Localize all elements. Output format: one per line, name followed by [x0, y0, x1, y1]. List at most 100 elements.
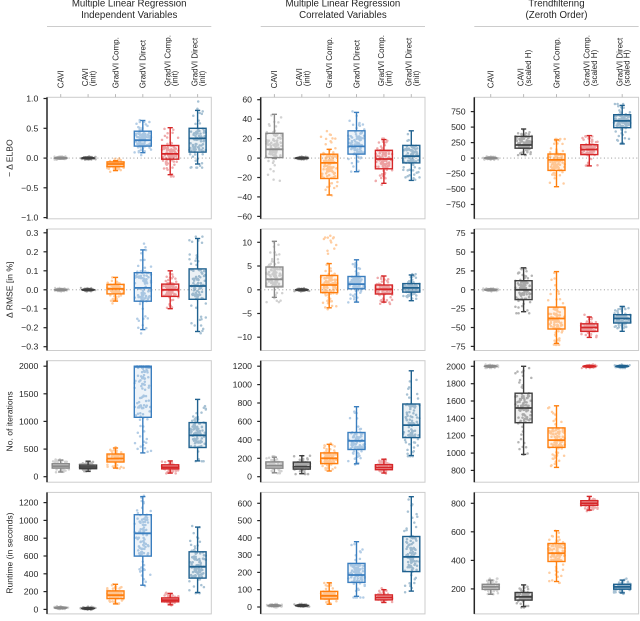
svg-text:1000: 1000 — [446, 448, 465, 458]
svg-text:0: 0 — [247, 602, 252, 612]
svg-text:Independent Variables: Independent Variables — [81, 10, 177, 21]
svg-text:0: 0 — [33, 604, 38, 614]
svg-text:20: 20 — [242, 134, 252, 144]
svg-text:0: 0 — [247, 285, 252, 295]
svg-text:−0.1: −0.1 — [21, 304, 38, 314]
svg-text:Multiple Linear Regression: Multiple Linear Regression — [286, 0, 401, 9]
svg-text:−0.5: −0.5 — [21, 183, 38, 193]
svg-text:(init): (init) — [302, 70, 311, 86]
svg-text:800: 800 — [451, 465, 466, 475]
svg-text:1200: 1200 — [19, 498, 38, 508]
svg-text:250: 250 — [451, 138, 466, 148]
svg-text:−0.3: −0.3 — [21, 342, 38, 352]
svg-text:(Zeroth Order): (Zeroth Order) — [526, 10, 588, 21]
svg-text:−0.2: −0.2 — [21, 323, 38, 333]
svg-text:200: 200 — [238, 453, 253, 463]
svg-text:0: 0 — [247, 153, 252, 163]
svg-text:GradVI Comp.: GradVI Comp. — [163, 35, 172, 86]
svg-text:1000: 1000 — [19, 515, 38, 525]
svg-text:−10: −10 — [237, 332, 252, 342]
svg-text:Runtime (in seconds): Runtime (in seconds) — [5, 512, 15, 593]
svg-text:−500: −500 — [446, 184, 466, 194]
svg-text:GradVI Direct: GradVI Direct — [139, 39, 148, 88]
svg-text:GradVI Comp.: GradVI Comp. — [111, 37, 120, 88]
svg-text:CAVI: CAVI — [517, 68, 526, 86]
svg-text:0.2: 0.2 — [26, 247, 38, 257]
svg-text:Trendfiltering: Trendfiltering — [528, 0, 584, 9]
svg-text:No. of iterations: No. of iterations — [5, 391, 15, 451]
svg-text:500: 500 — [238, 516, 253, 526]
svg-text:−5: −5 — [242, 309, 252, 319]
svg-text:600: 600 — [238, 416, 253, 426]
svg-text:− Δ ELBO: − Δ ELBO — [5, 139, 15, 177]
svg-text:1800: 1800 — [446, 379, 465, 389]
svg-text:400: 400 — [238, 435, 253, 445]
svg-text:0.3: 0.3 — [26, 228, 38, 238]
svg-text:(init): (init) — [384, 70, 393, 86]
svg-text:(scaled H): (scaled H) — [623, 49, 632, 86]
svg-text:GradVI Comp.: GradVI Comp. — [325, 37, 334, 88]
svg-text:(scaled H): (scaled H) — [590, 49, 599, 86]
svg-text:5: 5 — [247, 261, 252, 271]
svg-text:−20: −20 — [237, 173, 252, 183]
svg-text:75: 75 — [456, 228, 466, 238]
svg-text:−250: −250 — [446, 169, 466, 179]
svg-text:Multiple Linear Regression: Multiple Linear Regression — [72, 0, 187, 9]
svg-text:400: 400 — [451, 555, 466, 565]
svg-text:1500: 1500 — [19, 389, 38, 399]
svg-text:400: 400 — [24, 569, 39, 579]
svg-text:0: 0 — [461, 285, 466, 295]
svg-text:GradVI Comp.: GradVI Comp. — [582, 35, 591, 86]
svg-text:600: 600 — [451, 527, 466, 537]
svg-text:0.1: 0.1 — [26, 266, 38, 276]
svg-text:40: 40 — [242, 114, 252, 124]
svg-text:1600: 1600 — [446, 396, 465, 406]
svg-text:1200: 1200 — [233, 361, 252, 371]
svg-text:GradVI Comp.: GradVI Comp. — [552, 37, 561, 88]
svg-text:(scaled H): (scaled H) — [524, 49, 533, 86]
svg-text:GradVI Direct: GradVI Direct — [404, 37, 413, 86]
svg-text:800: 800 — [24, 533, 39, 543]
svg-text:(init): (init) — [412, 70, 421, 86]
svg-text:0: 0 — [461, 153, 466, 163]
svg-text:0: 0 — [33, 472, 38, 482]
svg-text:500: 500 — [24, 444, 39, 454]
svg-text:200: 200 — [24, 587, 39, 597]
svg-text:−1.0: −1.0 — [21, 213, 38, 223]
svg-text:60: 60 — [242, 95, 252, 105]
svg-text:GradVI Direct: GradVI Direct — [615, 37, 624, 86]
svg-text:GradVI Comp.: GradVI Comp. — [377, 35, 386, 86]
svg-text:500: 500 — [451, 122, 466, 132]
svg-text:25: 25 — [456, 266, 466, 276]
svg-text:800: 800 — [451, 498, 466, 508]
svg-text:−750: −750 — [446, 200, 466, 210]
svg-text:400: 400 — [238, 533, 253, 543]
svg-text:−60: −60 — [237, 211, 252, 221]
svg-text:750: 750 — [451, 107, 466, 117]
svg-text:1000: 1000 — [233, 380, 252, 390]
svg-text:2000: 2000 — [446, 361, 465, 371]
svg-text:−50: −50 — [451, 323, 466, 333]
svg-text:200: 200 — [238, 567, 253, 577]
svg-text:−25: −25 — [451, 304, 466, 314]
svg-text:50: 50 — [456, 247, 466, 257]
svg-text:CAVI: CAVI — [295, 68, 304, 86]
svg-text:600: 600 — [24, 551, 39, 561]
svg-text:0: 0 — [247, 472, 252, 482]
svg-text:1400: 1400 — [446, 413, 465, 423]
svg-text:10: 10 — [242, 237, 252, 247]
svg-text:GradVI Direct: GradVI Direct — [352, 39, 361, 88]
svg-text:1000: 1000 — [19, 416, 38, 426]
svg-text:0.5: 0.5 — [26, 123, 38, 133]
svg-text:CAVI: CAVI — [270, 70, 279, 88]
svg-text:100: 100 — [238, 585, 253, 595]
svg-text:CAVI: CAVI — [57, 70, 66, 88]
svg-text:−40: −40 — [237, 192, 252, 202]
svg-text:(init): (init) — [89, 70, 98, 86]
svg-text:800: 800 — [238, 398, 253, 408]
svg-text:CAVI: CAVI — [487, 70, 496, 88]
svg-text:GradVI Direct: GradVI Direct — [191, 37, 200, 86]
svg-text:0.0: 0.0 — [26, 285, 38, 295]
svg-text:300: 300 — [238, 550, 253, 560]
svg-text:1.0: 1.0 — [26, 94, 38, 104]
